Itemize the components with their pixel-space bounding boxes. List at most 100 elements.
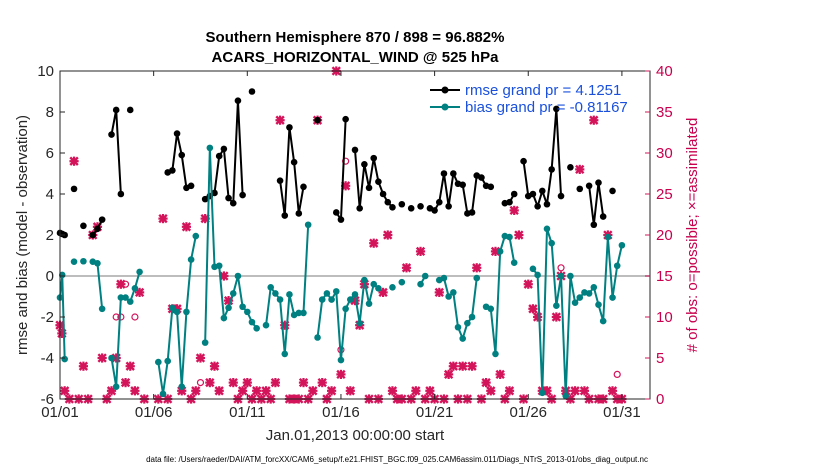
series-bias-point — [286, 291, 293, 298]
series-rmse-point — [70, 185, 78, 193]
series-bias-point — [206, 144, 214, 152]
series-bias-point — [361, 276, 368, 284]
series-rmse-point — [300, 183, 307, 191]
series-bias-point — [225, 304, 232, 312]
series-rmse-point — [520, 157, 527, 165]
series-bias-point — [375, 285, 382, 292]
series-bias-point — [122, 294, 129, 301]
obs-assimilated-point — [369, 238, 379, 248]
series-bias-point — [510, 259, 518, 266]
series-bias-point — [599, 317, 607, 325]
series-bias-point — [590, 283, 598, 291]
series-bias-point — [562, 392, 570, 400]
x-tick-label: 01/11 — [229, 404, 265, 421]
series-bias-point — [159, 390, 167, 398]
series-bias-point — [314, 334, 321, 341]
obs-assimilated-point — [298, 377, 309, 388]
series-rmse-point — [290, 158, 298, 166]
series-bias-point — [421, 272, 429, 280]
obs-assimilated-point — [504, 386, 515, 396]
obs-assimilated-point — [448, 361, 458, 371]
series-rmse-point — [510, 190, 518, 198]
obs-assimilated-point — [528, 304, 538, 314]
y-tick-label: -6 — [41, 391, 54, 408]
x-tick-label: 01/06 — [135, 404, 173, 421]
series-bias-point — [459, 335, 466, 342]
obs-assimilated-point — [486, 386, 496, 396]
y2-tick-label: 15 — [656, 268, 673, 285]
series-bias-point — [450, 289, 457, 296]
series-rmse-point — [435, 198, 443, 206]
series-bias-point — [201, 339, 209, 346]
obs-possible-point — [121, 280, 130, 288]
series-rmse-point — [248, 88, 256, 95]
x-tick-label: 01/16 — [322, 404, 360, 421]
series-bias-point — [304, 221, 312, 229]
series-bias-point — [300, 309, 307, 317]
series-bias-point — [239, 303, 246, 311]
series-bias-point — [567, 272, 574, 280]
series-rmse-point — [529, 190, 537, 198]
series-bias-point — [155, 358, 162, 366]
obs-assimilated-point — [57, 328, 67, 339]
series-rmse-point — [609, 187, 616, 195]
series-bias-point — [609, 294, 616, 301]
series-bias-point — [220, 314, 228, 322]
series-rmse-point — [89, 231, 97, 239]
obs-assimilated-point — [434, 287, 444, 298]
series-bias-point — [267, 283, 275, 291]
series-bias-point — [178, 383, 186, 391]
series-rmse-point — [389, 204, 396, 211]
series-bias-point — [398, 278, 406, 286]
obs-assimilated-point — [317, 377, 327, 388]
series-bias-point — [356, 319, 363, 327]
series-bias-point — [229, 290, 237, 297]
series-rmse-point — [567, 164, 574, 171]
series-bias-point — [61, 355, 68, 363]
series-rmse-point — [169, 167, 176, 174]
y-tick-label: -4 — [41, 350, 54, 367]
series-bias-point — [548, 239, 555, 247]
y2-axis-label: # of obs: o=possible; ×=assimilated — [684, 118, 701, 353]
chart-title: Southern Hemisphere 870 / 898 = 96.882% — [206, 29, 505, 46]
series-rmse-point — [239, 191, 246, 199]
series-rmse-point — [398, 200, 406, 208]
series-rmse-point — [94, 225, 101, 233]
series-bias-point — [262, 321, 270, 329]
obs-assimilated-point — [514, 230, 524, 240]
series-rmse-point — [370, 154, 378, 162]
series-rmse-point — [117, 190, 125, 198]
legend-bias-marker — [441, 103, 449, 111]
obs-assimilated-point — [579, 386, 590, 396]
series-bias-point — [585, 290, 593, 297]
series-rmse-point — [295, 210, 303, 217]
series-bias-point — [337, 356, 345, 364]
series-bias-point — [492, 350, 499, 358]
series-bias-point — [604, 233, 612, 241]
y2-tick-label: 10 — [656, 309, 673, 326]
series-bias-point — [445, 293, 452, 300]
series-rmse-point — [450, 170, 457, 177]
series-rmse-point — [281, 212, 289, 219]
series-bias-point — [496, 248, 504, 255]
series-bias-point — [365, 300, 373, 307]
series-layer — [56, 88, 626, 400]
series-rmse-point — [459, 181, 466, 189]
obs-assimilated-point — [125, 361, 135, 371]
series-bias-point — [136, 268, 143, 276]
y-tick-label: 8 — [46, 104, 54, 121]
series-bias-point — [98, 305, 106, 313]
series-rmse-point — [211, 189, 218, 197]
series-bias-point — [454, 323, 462, 331]
series-bias-point — [613, 262, 621, 270]
series-rmse-point — [361, 160, 368, 168]
obs-assimilated-point — [589, 115, 599, 125]
series-bias-point — [464, 319, 471, 327]
obs-assimilated-point — [509, 205, 519, 216]
y-axis: -6 -4 -2 0 2 4 6 8 10 — [37, 63, 65, 408]
obs-assimilated-point — [495, 369, 505, 380]
y2-tick-label: 25 — [656, 186, 673, 203]
obs-possible-point — [196, 379, 205, 387]
y2-tick-label: 20 — [656, 227, 673, 244]
